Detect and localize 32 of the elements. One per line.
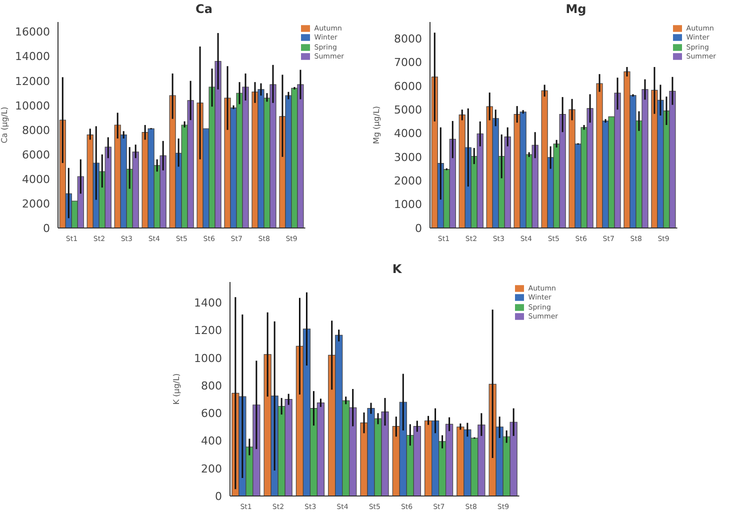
y-tick-label: 10000: [15, 99, 50, 112]
y-tick-label: 2000: [394, 174, 422, 188]
chart-title: K: [391, 262, 403, 278]
chart-title: Ca: [194, 2, 214, 18]
y-tick-label: 1000: [194, 352, 222, 365]
y-axis-title: Ca (μg/L): [0, 106, 9, 144]
y-tick-label: 7000: [394, 56, 422, 70]
y-tick-label: 800: [201, 379, 222, 392]
y-tick-label: 4000: [22, 172, 50, 186]
y-tick-label: 1400: [194, 296, 222, 310]
y-tick-label: 200: [201, 462, 222, 476]
y-axis-title: Mg (μg/L): [372, 106, 381, 144]
y-tick-label: 8000: [394, 32, 422, 46]
y-tick-label: 12000: [15, 74, 50, 88]
y-tick-label: 5000: [394, 104, 422, 117]
y-tick-label: 2000: [22, 197, 50, 210]
y-tick-label: 600: [201, 407, 222, 420]
y-tick-label: 0: [43, 222, 50, 235]
y-axis-title: K (μg/L): [172, 373, 181, 405]
y-tick-label: 0: [415, 222, 422, 235]
y-tick-label: 0: [215, 490, 222, 503]
y-tick-label: 1000: [394, 198, 422, 212]
y-tick-label: 4000: [394, 127, 422, 140]
y-tick-label: 6000: [22, 148, 50, 162]
y-tick-label: 8000: [22, 124, 50, 137]
y-tick-label: 3000: [394, 150, 422, 164]
y-tick-label: 6000: [394, 80, 422, 93]
chart-title: Mg: [564, 2, 588, 18]
y-tick-label: 400: [201, 434, 222, 448]
y-tick-label: 16000: [15, 26, 50, 39]
y-tick-label: 14000: [15, 50, 50, 64]
y-tick-label: 1200: [194, 324, 222, 338]
